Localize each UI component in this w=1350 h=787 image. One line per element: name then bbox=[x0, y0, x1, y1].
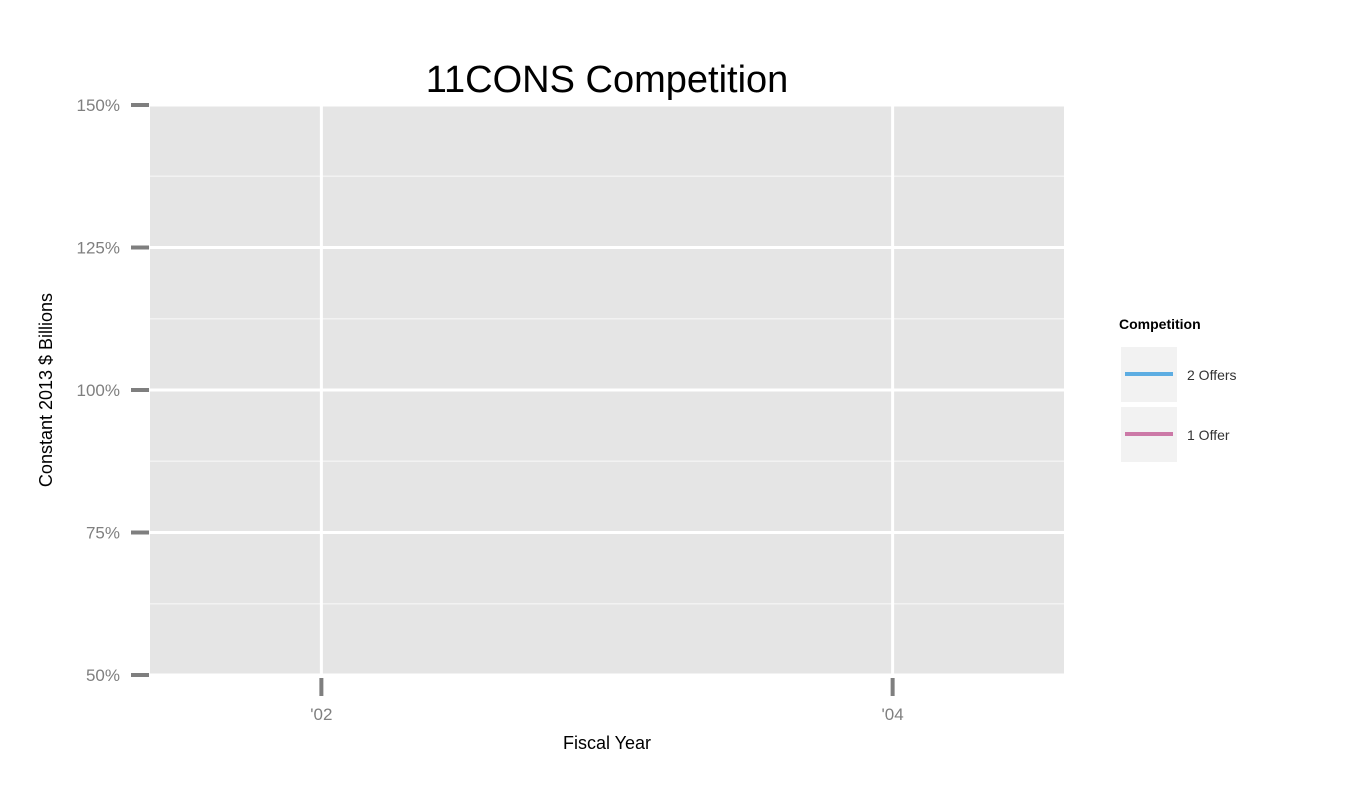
y-axis: 50% 75% 100% 125% 150% bbox=[77, 96, 149, 685]
chart-title: 11CONS Competition bbox=[426, 59, 789, 101]
x-axis: '02 '04 bbox=[310, 678, 904, 724]
legend-label: 1 Offer bbox=[1187, 427, 1230, 443]
y-tick-label: 100% bbox=[77, 381, 120, 400]
legend-items: 2 Offers 1 Offer bbox=[1121, 347, 1237, 462]
y-tick-label: 50% bbox=[86, 666, 120, 685]
legend-label: 2 Offers bbox=[1187, 367, 1237, 383]
y-tick-label: 75% bbox=[86, 524, 120, 543]
y-tick-label: 150% bbox=[77, 96, 120, 115]
x-axis-title: Fiscal Year bbox=[563, 733, 651, 753]
y-axis-title: Constant 2013 $ Billions bbox=[36, 293, 56, 487]
grid-minor bbox=[150, 175, 1064, 605]
y-tick-label: 125% bbox=[77, 239, 120, 258]
grid-major bbox=[150, 103, 1064, 677]
legend-title: Competition bbox=[1119, 316, 1201, 332]
legend: Competition 2 Offers 1 Offer bbox=[1119, 316, 1237, 462]
x-tick-label: '02 bbox=[310, 705, 332, 724]
x-tick-label: '04 bbox=[882, 705, 904, 724]
